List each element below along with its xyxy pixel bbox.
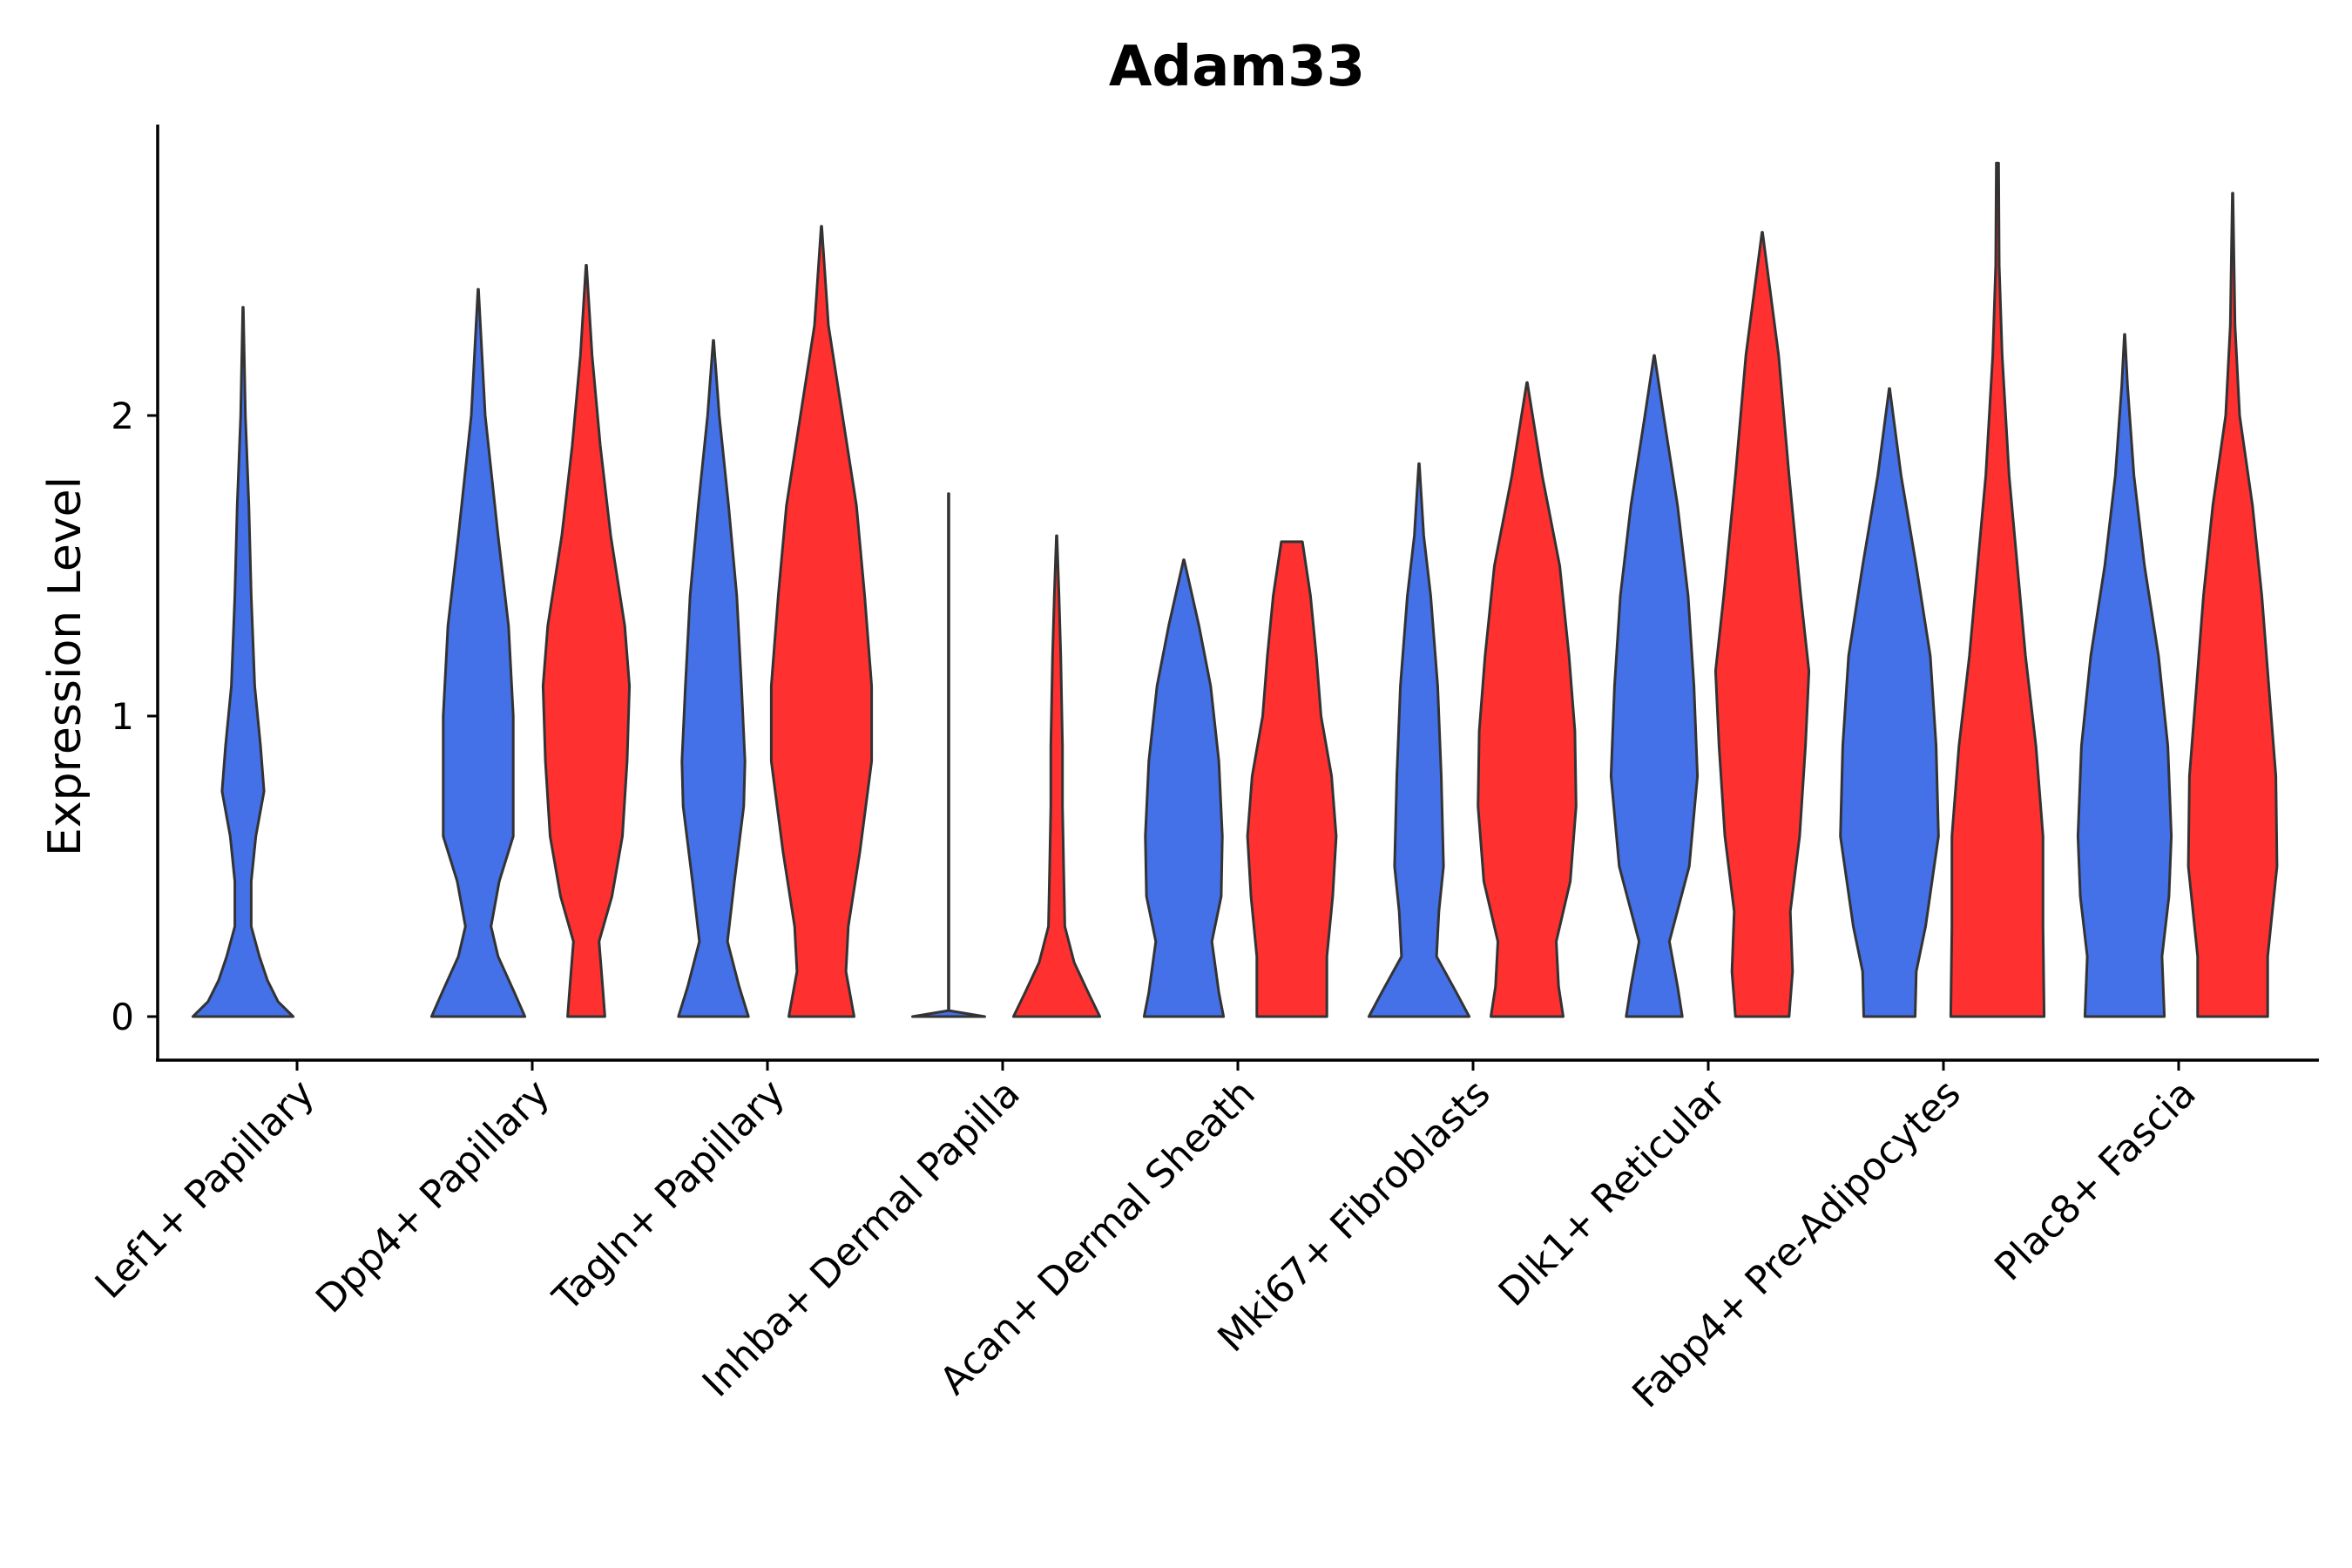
violin-group-1 — [1609, 354, 1700, 1018]
violin-group-2 — [769, 225, 874, 1018]
chart-title: Adam33 — [1109, 35, 1365, 99]
y-tick-label: 2 — [111, 395, 134, 437]
x-tick-label: Tagln+ Papillary — [544, 1071, 794, 1321]
violin-group-1 — [2076, 333, 2173, 1018]
x-tick-label: Mki67+ Fibroblasts — [1209, 1071, 1498, 1361]
y-axis-label: Expression Level — [39, 476, 91, 856]
violin-group-2 — [1713, 231, 1811, 1018]
violin-group-1 — [677, 339, 750, 1018]
y-tick-label: 1 — [111, 695, 134, 738]
violin-group-1 — [1142, 558, 1226, 1018]
violin-group-1 — [1839, 387, 1940, 1018]
violin-group-1 — [911, 492, 986, 1018]
y-axis-ticks: 0 1 2 — [111, 395, 158, 1038]
violin-group-2 — [1477, 381, 1578, 1018]
violin-group-2 — [541, 264, 632, 1018]
y-tick-label: 0 — [111, 996, 134, 1038]
violin-group-2 — [1949, 161, 2046, 1018]
violin-group-2 — [1011, 534, 1102, 1018]
violin-group-2 — [1246, 540, 1338, 1018]
violin-group-1 — [191, 306, 295, 1018]
violin-group-2 — [2186, 192, 2279, 1018]
violins-layer — [191, 161, 2279, 1018]
x-tick-label: Dpp4+ Papillary — [308, 1071, 558, 1322]
violin-group-1 — [1367, 462, 1471, 1018]
x-tick-label: Lef1+ Papillary — [87, 1071, 323, 1308]
x-tick-label: Dlk1+ Reticular — [1490, 1071, 1735, 1315]
x-tick-label: Plac8+ Fascia — [1986, 1071, 2205, 1290]
violin-group-1 — [429, 287, 527, 1018]
